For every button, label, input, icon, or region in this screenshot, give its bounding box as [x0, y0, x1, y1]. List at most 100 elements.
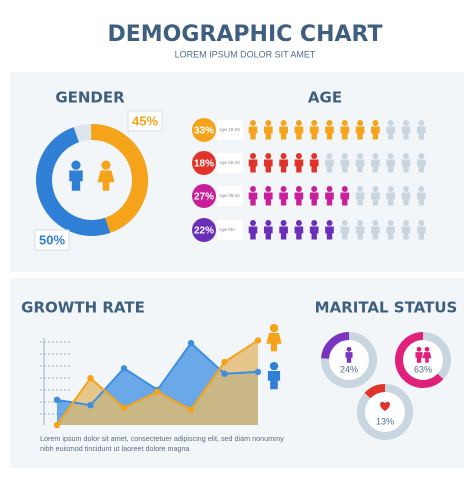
donut-segment	[321, 332, 350, 360]
person-head	[372, 186, 379, 192]
person-head	[280, 186, 287, 192]
growth-icons	[266, 323, 282, 390]
person-body	[386, 159, 396, 173]
person-body	[422, 352, 432, 363]
person-body	[248, 226, 258, 240]
person-body	[266, 333, 282, 352]
area-fill	[57, 340, 258, 425]
badge	[192, 118, 216, 142]
point	[187, 406, 195, 413]
person-head	[295, 186, 302, 192]
caption: Lorem ipsum dolor sit amet, consectetuer…	[40, 434, 284, 443]
person-body	[415, 352, 423, 363]
person-body	[386, 226, 396, 240]
person-body	[69, 170, 83, 191]
label-box	[34, 229, 70, 251]
person-head	[250, 220, 256, 226]
person-body	[371, 126, 380, 140]
person-head	[280, 120, 287, 126]
value-label: 24%	[340, 364, 358, 374]
badge	[192, 151, 216, 175]
person-head	[311, 153, 318, 159]
person-head	[357, 120, 364, 126]
person-body	[401, 226, 411, 240]
person-head	[326, 186, 333, 192]
point	[87, 402, 94, 409]
point	[254, 337, 262, 344]
category-box	[217, 120, 243, 140]
gender-title: GENDER	[55, 89, 125, 107]
person-head	[250, 153, 256, 159]
person-body	[401, 126, 411, 140]
value-label: 50%	[39, 232, 65, 247]
person-body	[263, 192, 273, 206]
pictogram-empty	[386, 120, 426, 140]
person-body	[416, 226, 426, 240]
person-head	[265, 220, 272, 226]
person-head	[295, 220, 302, 226]
person-body	[294, 226, 304, 240]
person-head	[101, 160, 111, 170]
person-head	[250, 186, 256, 192]
chart-layer: 45% 50% 33% Age 18-24 18% Age 25-34 27% Age 35-…	[34, 110, 451, 453]
title: DEMOGRAPHIC CHART	[108, 22, 383, 47]
person-head	[280, 220, 287, 226]
category-label: Age 55+	[219, 227, 236, 232]
point	[221, 370, 228, 377]
donut-segment	[36, 127, 111, 236]
person-head	[357, 220, 364, 226]
person-body	[416, 192, 426, 206]
label-box	[127, 110, 163, 132]
point	[154, 388, 161, 395]
person-head	[387, 186, 394, 192]
person-body	[279, 192, 288, 206]
person-body	[401, 159, 411, 173]
pictogram-filled	[248, 153, 319, 173]
value-label: 22%	[194, 226, 214, 237]
person-head	[326, 120, 333, 126]
person-head	[372, 120, 379, 126]
person-body	[279, 226, 288, 240]
value-label: 33%	[194, 126, 214, 137]
person-body	[294, 126, 304, 140]
person-head	[416, 346, 422, 352]
person-body	[294, 192, 304, 206]
point	[120, 365, 128, 372]
person-body	[279, 159, 288, 173]
marital-title: MARITAL STATUS	[315, 299, 458, 317]
person-body	[325, 159, 334, 173]
point	[87, 375, 94, 382]
person-body	[386, 126, 396, 140]
person-head	[403, 220, 409, 226]
subtitle: LOREM IPSUM DOLOR SIT AMET	[175, 49, 316, 59]
point	[187, 339, 195, 347]
person-body	[340, 159, 350, 173]
badge	[192, 184, 216, 208]
person-body	[355, 192, 365, 206]
person-body	[248, 192, 258, 206]
person-body	[325, 192, 334, 206]
person-body	[263, 159, 273, 173]
pictogram-empty	[355, 186, 426, 206]
person-head	[295, 153, 302, 159]
point	[120, 404, 128, 412]
person-head	[269, 361, 279, 371]
point	[254, 368, 262, 376]
person-head	[357, 186, 364, 192]
gender-icons	[69, 160, 115, 191]
person-body	[263, 226, 273, 240]
point	[53, 421, 61, 429]
category-box	[217, 153, 243, 173]
pictogram-empty	[340, 220, 426, 240]
person-head	[311, 220, 318, 226]
donut-segment	[364, 384, 386, 399]
heart	[380, 401, 390, 411]
category-box	[217, 186, 243, 206]
value-label: 63%	[414, 364, 432, 374]
person-head	[71, 160, 81, 170]
person-head	[346, 346, 352, 352]
person-head	[387, 120, 394, 126]
person-head	[387, 220, 394, 226]
person-head	[341, 220, 348, 226]
